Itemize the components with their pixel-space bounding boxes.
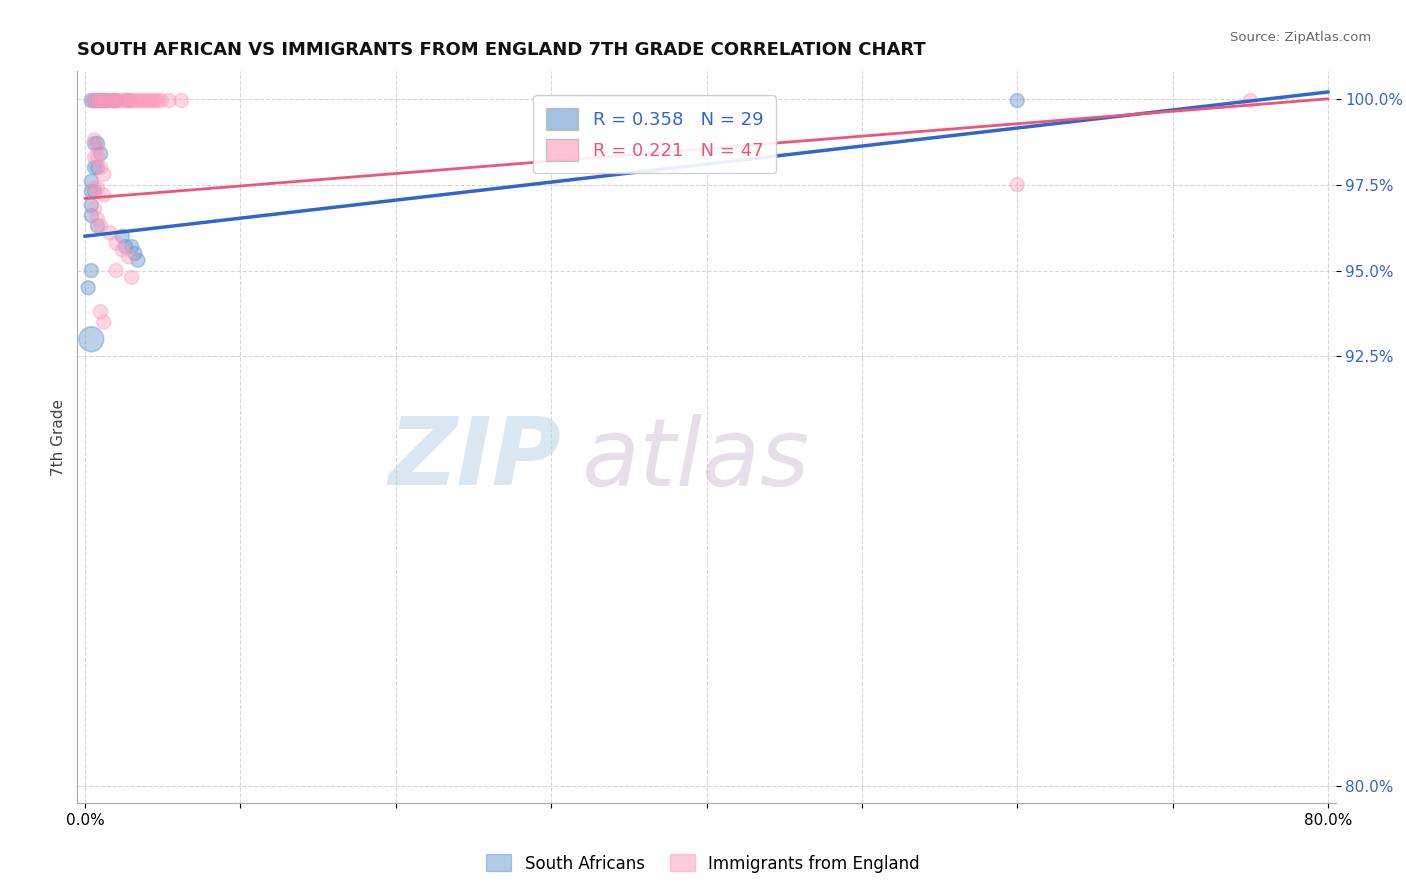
Text: Source: ZipAtlas.com: Source: ZipAtlas.com	[1230, 31, 1371, 45]
Point	[83, 94, 105, 108]
Y-axis label: 7th Grade: 7th Grade	[51, 399, 66, 475]
Point	[80, 263, 103, 277]
Point	[127, 253, 149, 268]
Point	[122, 94, 145, 108]
Point	[80, 174, 103, 188]
Point	[157, 94, 180, 108]
Text: SOUTH AFRICAN VS IMMIGRANTS FROM ENGLAND 7TH GRADE CORRELATION CHART: SOUTH AFRICAN VS IMMIGRANTS FROM ENGLAND…	[77, 41, 927, 59]
Text: atlas: atlas	[581, 414, 808, 505]
Point	[146, 94, 169, 108]
Point	[117, 94, 139, 108]
Point	[86, 136, 108, 151]
Point	[86, 181, 108, 195]
Point	[86, 212, 108, 227]
Point	[141, 94, 163, 108]
Point	[105, 263, 128, 277]
Point	[125, 94, 148, 108]
Point	[1005, 94, 1028, 108]
Point	[131, 94, 153, 108]
Point	[1239, 94, 1261, 108]
Point	[80, 198, 103, 212]
Point	[138, 94, 160, 108]
Point	[104, 94, 127, 108]
Point	[114, 239, 136, 253]
Point	[111, 229, 134, 244]
Point	[90, 219, 112, 233]
Point	[100, 94, 122, 108]
Point	[121, 270, 143, 285]
Point	[98, 226, 121, 240]
Point	[94, 94, 117, 108]
Point	[80, 185, 103, 199]
Point	[90, 161, 112, 175]
Point	[117, 250, 139, 264]
Point	[150, 94, 173, 108]
Point	[128, 94, 150, 108]
Point	[112, 94, 135, 108]
Point	[121, 239, 143, 253]
Point	[1005, 178, 1028, 192]
Point	[83, 133, 105, 147]
Text: ZIP: ZIP	[389, 413, 562, 505]
Point	[97, 94, 120, 108]
Point	[87, 94, 110, 108]
Point	[77, 281, 100, 295]
Point	[90, 94, 112, 108]
Point	[93, 167, 115, 181]
Point	[86, 219, 108, 233]
Point	[107, 94, 129, 108]
Point	[83, 150, 105, 164]
Point	[86, 150, 108, 164]
Point	[115, 94, 138, 108]
Point	[135, 94, 157, 108]
Point	[80, 332, 103, 346]
Point	[86, 94, 108, 108]
Point	[80, 209, 103, 223]
Point	[111, 243, 134, 257]
Point	[93, 188, 115, 202]
Point	[96, 94, 118, 108]
Point	[80, 94, 103, 108]
Point	[93, 315, 115, 329]
Legend: South Africans, Immigrants from England: South Africans, Immigrants from England	[479, 847, 927, 880]
Point	[83, 185, 105, 199]
Point	[120, 94, 142, 108]
Point	[84, 94, 107, 108]
Point	[105, 235, 128, 250]
Point	[90, 146, 112, 161]
Point	[143, 94, 166, 108]
Point	[83, 161, 105, 175]
Point	[105, 94, 128, 108]
Point	[86, 161, 108, 175]
Point	[101, 94, 124, 108]
Point	[82, 94, 104, 108]
Point	[83, 181, 105, 195]
Point	[93, 94, 115, 108]
Legend: R = 0.358   N = 29, R = 0.221   N = 47: R = 0.358 N = 29, R = 0.221 N = 47	[533, 95, 776, 173]
Point	[91, 94, 114, 108]
Point	[90, 304, 112, 318]
Point	[110, 94, 132, 108]
Point	[86, 140, 108, 154]
Point	[83, 136, 105, 151]
Point	[124, 246, 146, 260]
Point	[83, 202, 105, 216]
Point	[170, 94, 193, 108]
